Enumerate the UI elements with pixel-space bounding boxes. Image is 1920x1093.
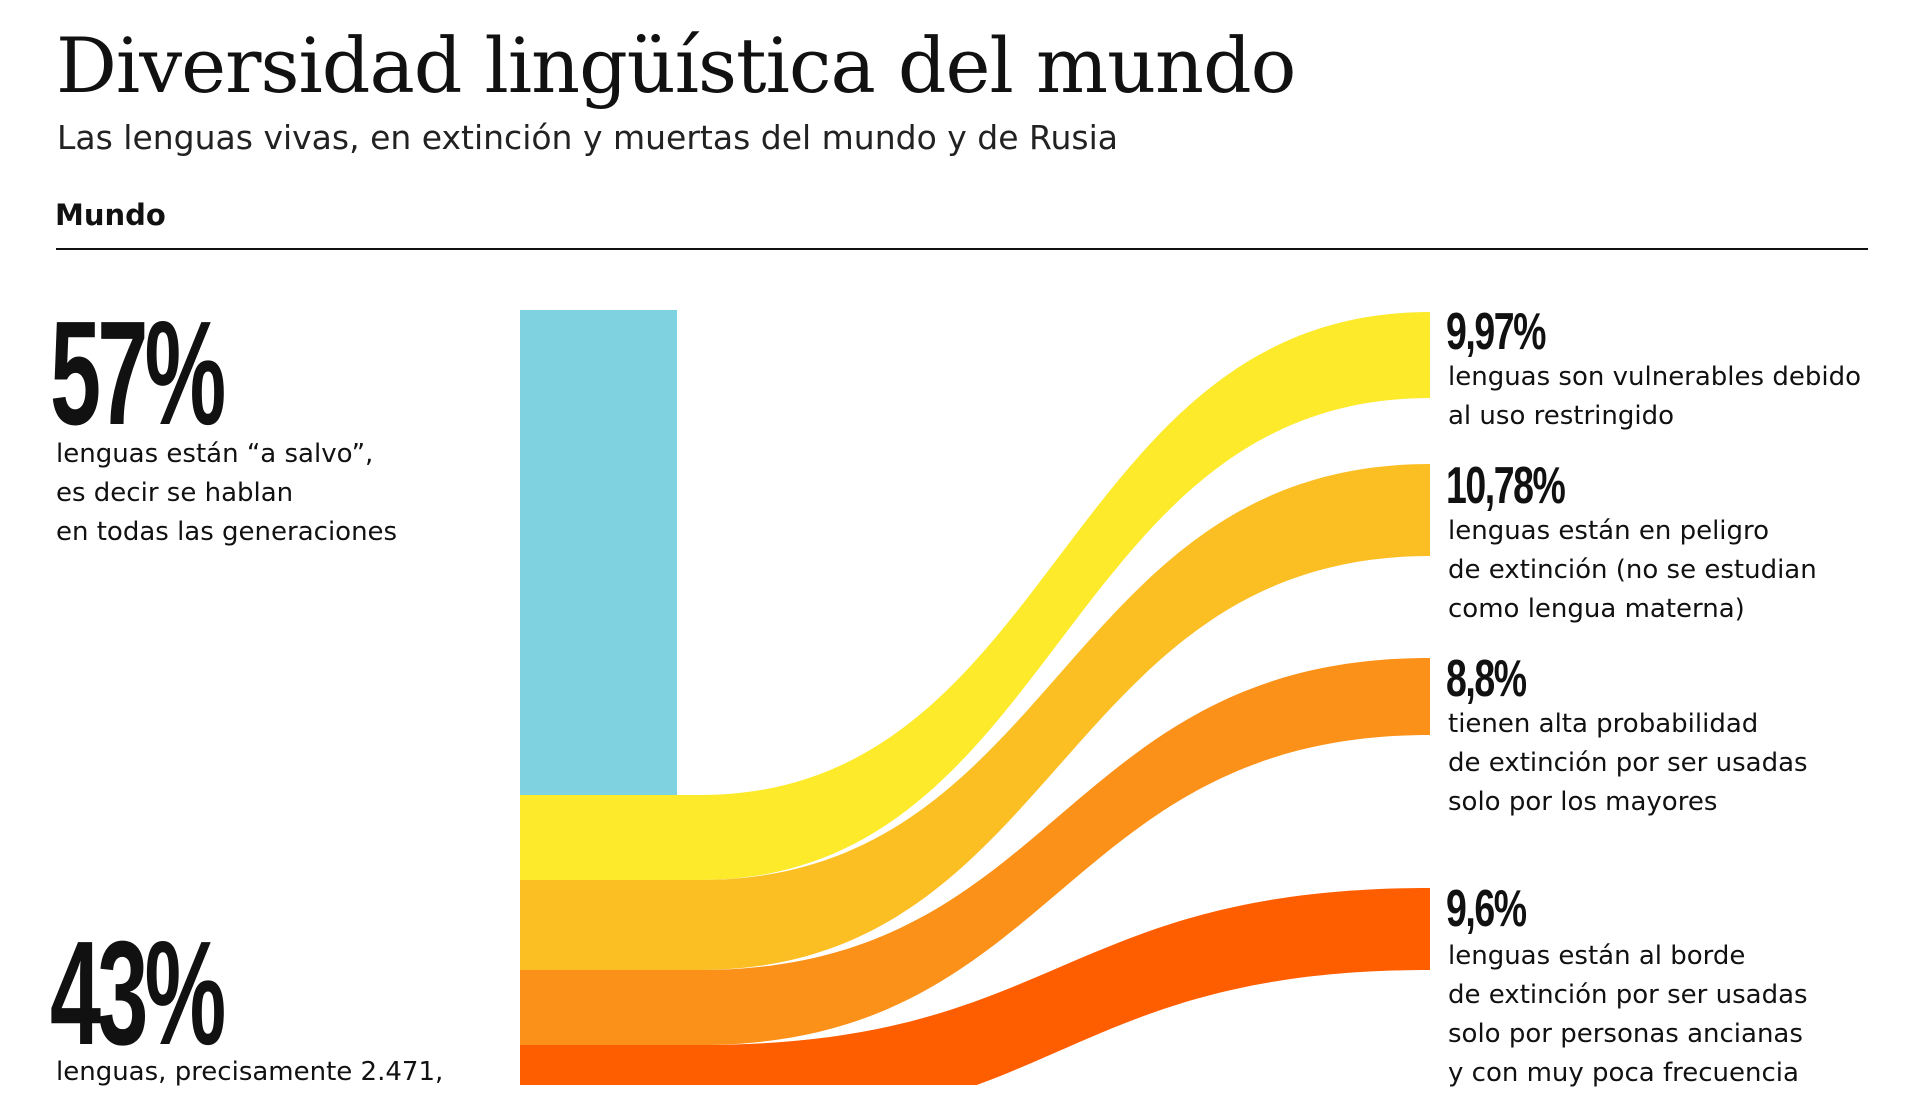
endangered-desc-line: lenguas están en peligro: [1448, 516, 1770, 546]
vulnerable-description: lenguas son vulnerables debido al uso re…: [1448, 358, 1888, 436]
flow-endangered: [520, 464, 1430, 970]
critically-endangered-desc-line: lenguas están al borde: [1448, 941, 1746, 971]
risk-desc-line: lenguas, precisamente 2.471,: [56, 1057, 444, 1087]
endangered-percent: 10,78%: [1446, 457, 1566, 515]
critically-endangered-desc-line: y con muy poca frecuencia: [1448, 1058, 1799, 1088]
safe-desc-line: lenguas están “a salvo”,: [56, 439, 374, 469]
flow-critically-endangered: [520, 888, 1430, 1085]
risk-percent: 43%: [50, 911, 226, 1076]
flow-vulnerable: [520, 312, 1430, 880]
severely-endangered-description: tienen alta probabilidad de extinción po…: [1448, 705, 1888, 822]
severely-endangered-desc-line: solo por los mayores: [1448, 787, 1718, 817]
risk-description: lenguas, precisamente 2.471,: [56, 1053, 476, 1092]
critically-endangered-desc-line: de extinción por ser usadas: [1448, 980, 1808, 1010]
vulnerable-desc-line: lenguas son vulnerables debido: [1448, 362, 1861, 392]
safe-percent: 57%: [50, 291, 226, 456]
severely-endangered-percent: 8,8%: [1446, 650, 1527, 708]
safe-desc-line: es decir se hablan: [56, 478, 294, 508]
section-label-mundo: Mundo: [55, 198, 166, 232]
severely-endangered-desc-line: de extinción por ser usadas: [1448, 748, 1808, 778]
severely-endangered-desc-line: tienen alta probabilidad: [1448, 709, 1759, 739]
safe-description: lenguas están “a salvo”, es decir se hab…: [56, 435, 436, 552]
vulnerable-percent: 9,97%: [1446, 303, 1546, 361]
critically-endangered-desc-line: solo por personas ancianas: [1448, 1019, 1803, 1049]
vulnerable-desc-line: al uso restringido: [1448, 401, 1675, 431]
page-subtitle: Las lenguas vivas, en extinción y muerta…: [57, 118, 1118, 157]
critically-endangered-percent: 9,6%: [1446, 880, 1527, 938]
endangered-description: lenguas están en peligro de extinción (n…: [1448, 512, 1888, 629]
page-title: Diversidad lingüística del mundo: [56, 21, 1296, 110]
safe-desc-line: en todas las generaciones: [56, 517, 398, 547]
endangered-desc-line: como lengua materna): [1448, 594, 1745, 624]
endangered-desc-line: de extinción (no se estudian: [1448, 555, 1817, 585]
critically-endangered-description: lenguas están al borde de extinción por …: [1448, 937, 1888, 1093]
section-divider: [56, 248, 1868, 250]
safe-languages-bar: [520, 310, 677, 795]
flow-severely-endangered: [520, 658, 1430, 1045]
